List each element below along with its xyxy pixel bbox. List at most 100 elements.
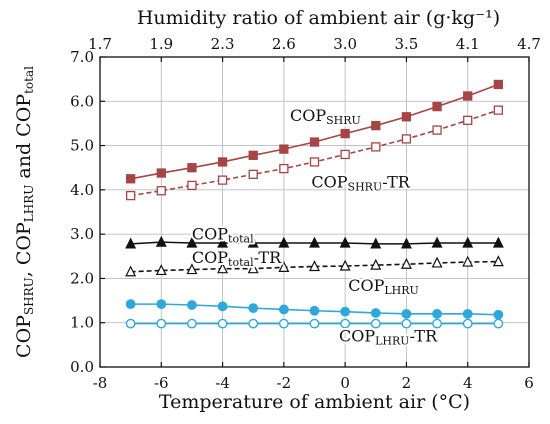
series-cop-lhru-tr bbox=[125, 318, 504, 329]
data-point bbox=[493, 79, 504, 90]
x2-tick-label: 4.1 bbox=[456, 35, 480, 53]
data-point bbox=[370, 258, 382, 270]
series-cop-total bbox=[125, 235, 504, 249]
data-point bbox=[217, 301, 228, 312]
y-axis-title-part: and COP bbox=[13, 94, 35, 185]
y-tick-label: 7.0 bbox=[70, 48, 94, 66]
data-point bbox=[278, 236, 290, 248]
data-point bbox=[340, 318, 351, 329]
x-tick-label: -2 bbox=[277, 374, 292, 392]
annotation-cop-total-tr-part: COP bbox=[192, 248, 228, 267]
data-point bbox=[309, 236, 320, 248]
data-point bbox=[125, 190, 136, 201]
data-point bbox=[463, 91, 473, 101]
annotation-cop-total-tr-part: -TR bbox=[254, 248, 283, 267]
data-point bbox=[462, 236, 474, 248]
x-tick-label: -4 bbox=[215, 374, 230, 392]
data-point bbox=[431, 236, 443, 248]
data-point bbox=[248, 169, 258, 180]
data-point bbox=[309, 318, 320, 329]
data-point bbox=[431, 256, 443, 268]
data-point bbox=[309, 137, 320, 147]
data-point bbox=[217, 157, 228, 167]
y-axis-title-part: COP bbox=[13, 315, 35, 358]
x-tick-label: 6 bbox=[524, 374, 534, 392]
x2-tick-label: 1.7 bbox=[88, 35, 112, 53]
y-tick-label: 0.0 bbox=[70, 358, 94, 376]
x-tick-label: 0 bbox=[340, 374, 350, 392]
series-cop-shru bbox=[125, 79, 504, 184]
series-cop-shru-tr bbox=[125, 105, 504, 201]
data-point bbox=[217, 175, 228, 185]
annotation-cop-shru-part: SHRU bbox=[326, 114, 361, 127]
y-axis-title-part: LHRU bbox=[22, 185, 36, 223]
data-point bbox=[278, 318, 289, 329]
x-tick-label: -8 bbox=[93, 374, 108, 392]
data-point bbox=[462, 255, 474, 267]
data-point bbox=[217, 236, 229, 248]
data-point bbox=[401, 134, 412, 144]
annotation-cop-total-tr: COPtotal-TR bbox=[192, 248, 282, 269]
y-tick-label: 2.0 bbox=[70, 269, 94, 287]
data-point bbox=[462, 318, 473, 329]
data-point bbox=[309, 305, 320, 316]
annotation-cop-total-part: COP bbox=[192, 224, 228, 243]
data-point bbox=[156, 168, 166, 178]
annotation-cop-shru-tr-part: COP bbox=[311, 173, 347, 192]
data-point bbox=[432, 318, 442, 329]
data-point bbox=[125, 299, 136, 310]
x2-tick-label: 2.6 bbox=[272, 35, 296, 53]
data-point bbox=[125, 174, 136, 184]
x2-tick-label: 3.5 bbox=[394, 35, 418, 53]
data-point bbox=[156, 186, 166, 196]
series-layer bbox=[125, 79, 504, 329]
data-point bbox=[340, 128, 350, 139]
data-point bbox=[156, 299, 167, 310]
data-point bbox=[370, 318, 381, 329]
x2-tick-label: 4.7 bbox=[517, 35, 541, 53]
data-point bbox=[155, 235, 167, 247]
data-point bbox=[278, 261, 290, 272]
annotation-cop-shru-part: COP bbox=[290, 106, 326, 125]
x2-tick-label: 3.0 bbox=[333, 35, 357, 53]
data-point bbox=[248, 303, 259, 313]
data-point bbox=[432, 308, 442, 319]
y-tick-label: 5.0 bbox=[70, 137, 94, 155]
data-point bbox=[187, 300, 197, 310]
x-tick-label: 4 bbox=[463, 374, 473, 392]
data-point bbox=[493, 105, 504, 115]
data-point bbox=[278, 304, 289, 315]
data-point bbox=[248, 150, 258, 160]
y-axis-title: COPSHRU, COPLHRU and COPtotal bbox=[13, 66, 36, 358]
axes: -8 -6 -4 -2 0 2 4 6 1.7 1.9 2.3 2.6 3.0 3.5 4.1 4.7 0.0 1… bbox=[13, 7, 541, 413]
x-axis-title: Temperature of ambient air (°C) bbox=[159, 391, 470, 413]
annotation-cop-shru-tr-part: -TR bbox=[382, 173, 411, 192]
data-point bbox=[247, 262, 259, 274]
data-point bbox=[370, 308, 381, 318]
y-tick-label: 6.0 bbox=[70, 92, 94, 110]
data-point bbox=[432, 101, 442, 112]
data-point bbox=[340, 149, 350, 160]
x-tick-label: 2 bbox=[402, 374, 412, 392]
annotation-cop-lhru-tr-part: -TR bbox=[410, 326, 439, 345]
x2-axis-title: Humidity ratio of ambient air (g·kg⁻¹) bbox=[137, 7, 500, 29]
series-cop-total-tr bbox=[125, 255, 504, 277]
x2-tick-label: 1.9 bbox=[149, 35, 173, 53]
data-point bbox=[156, 318, 167, 329]
data-point bbox=[125, 237, 137, 249]
data-point bbox=[371, 120, 381, 131]
series-annotations: COPSHRUCOPSHRU-TRCOPtotalCOPtotal-TRCOPL… bbox=[190, 104, 440, 349]
annotation-cop-lhru-tr-part: COP bbox=[339, 326, 375, 345]
y-axis-title-part: total bbox=[22, 66, 36, 94]
data-point bbox=[400, 257, 412, 269]
data-point bbox=[371, 142, 381, 152]
annotation-cop-lhru-tr: COPLHRU-TR bbox=[339, 326, 438, 347]
y-tick-label: 1.0 bbox=[70, 314, 94, 332]
annotation-cop-shru-tr: COPSHRU-TR bbox=[311, 173, 410, 194]
data-point bbox=[401, 318, 412, 329]
data-point bbox=[186, 263, 198, 275]
data-point bbox=[125, 318, 136, 329]
y-axis-title-part: SHRU bbox=[22, 277, 36, 315]
data-point bbox=[187, 163, 197, 173]
